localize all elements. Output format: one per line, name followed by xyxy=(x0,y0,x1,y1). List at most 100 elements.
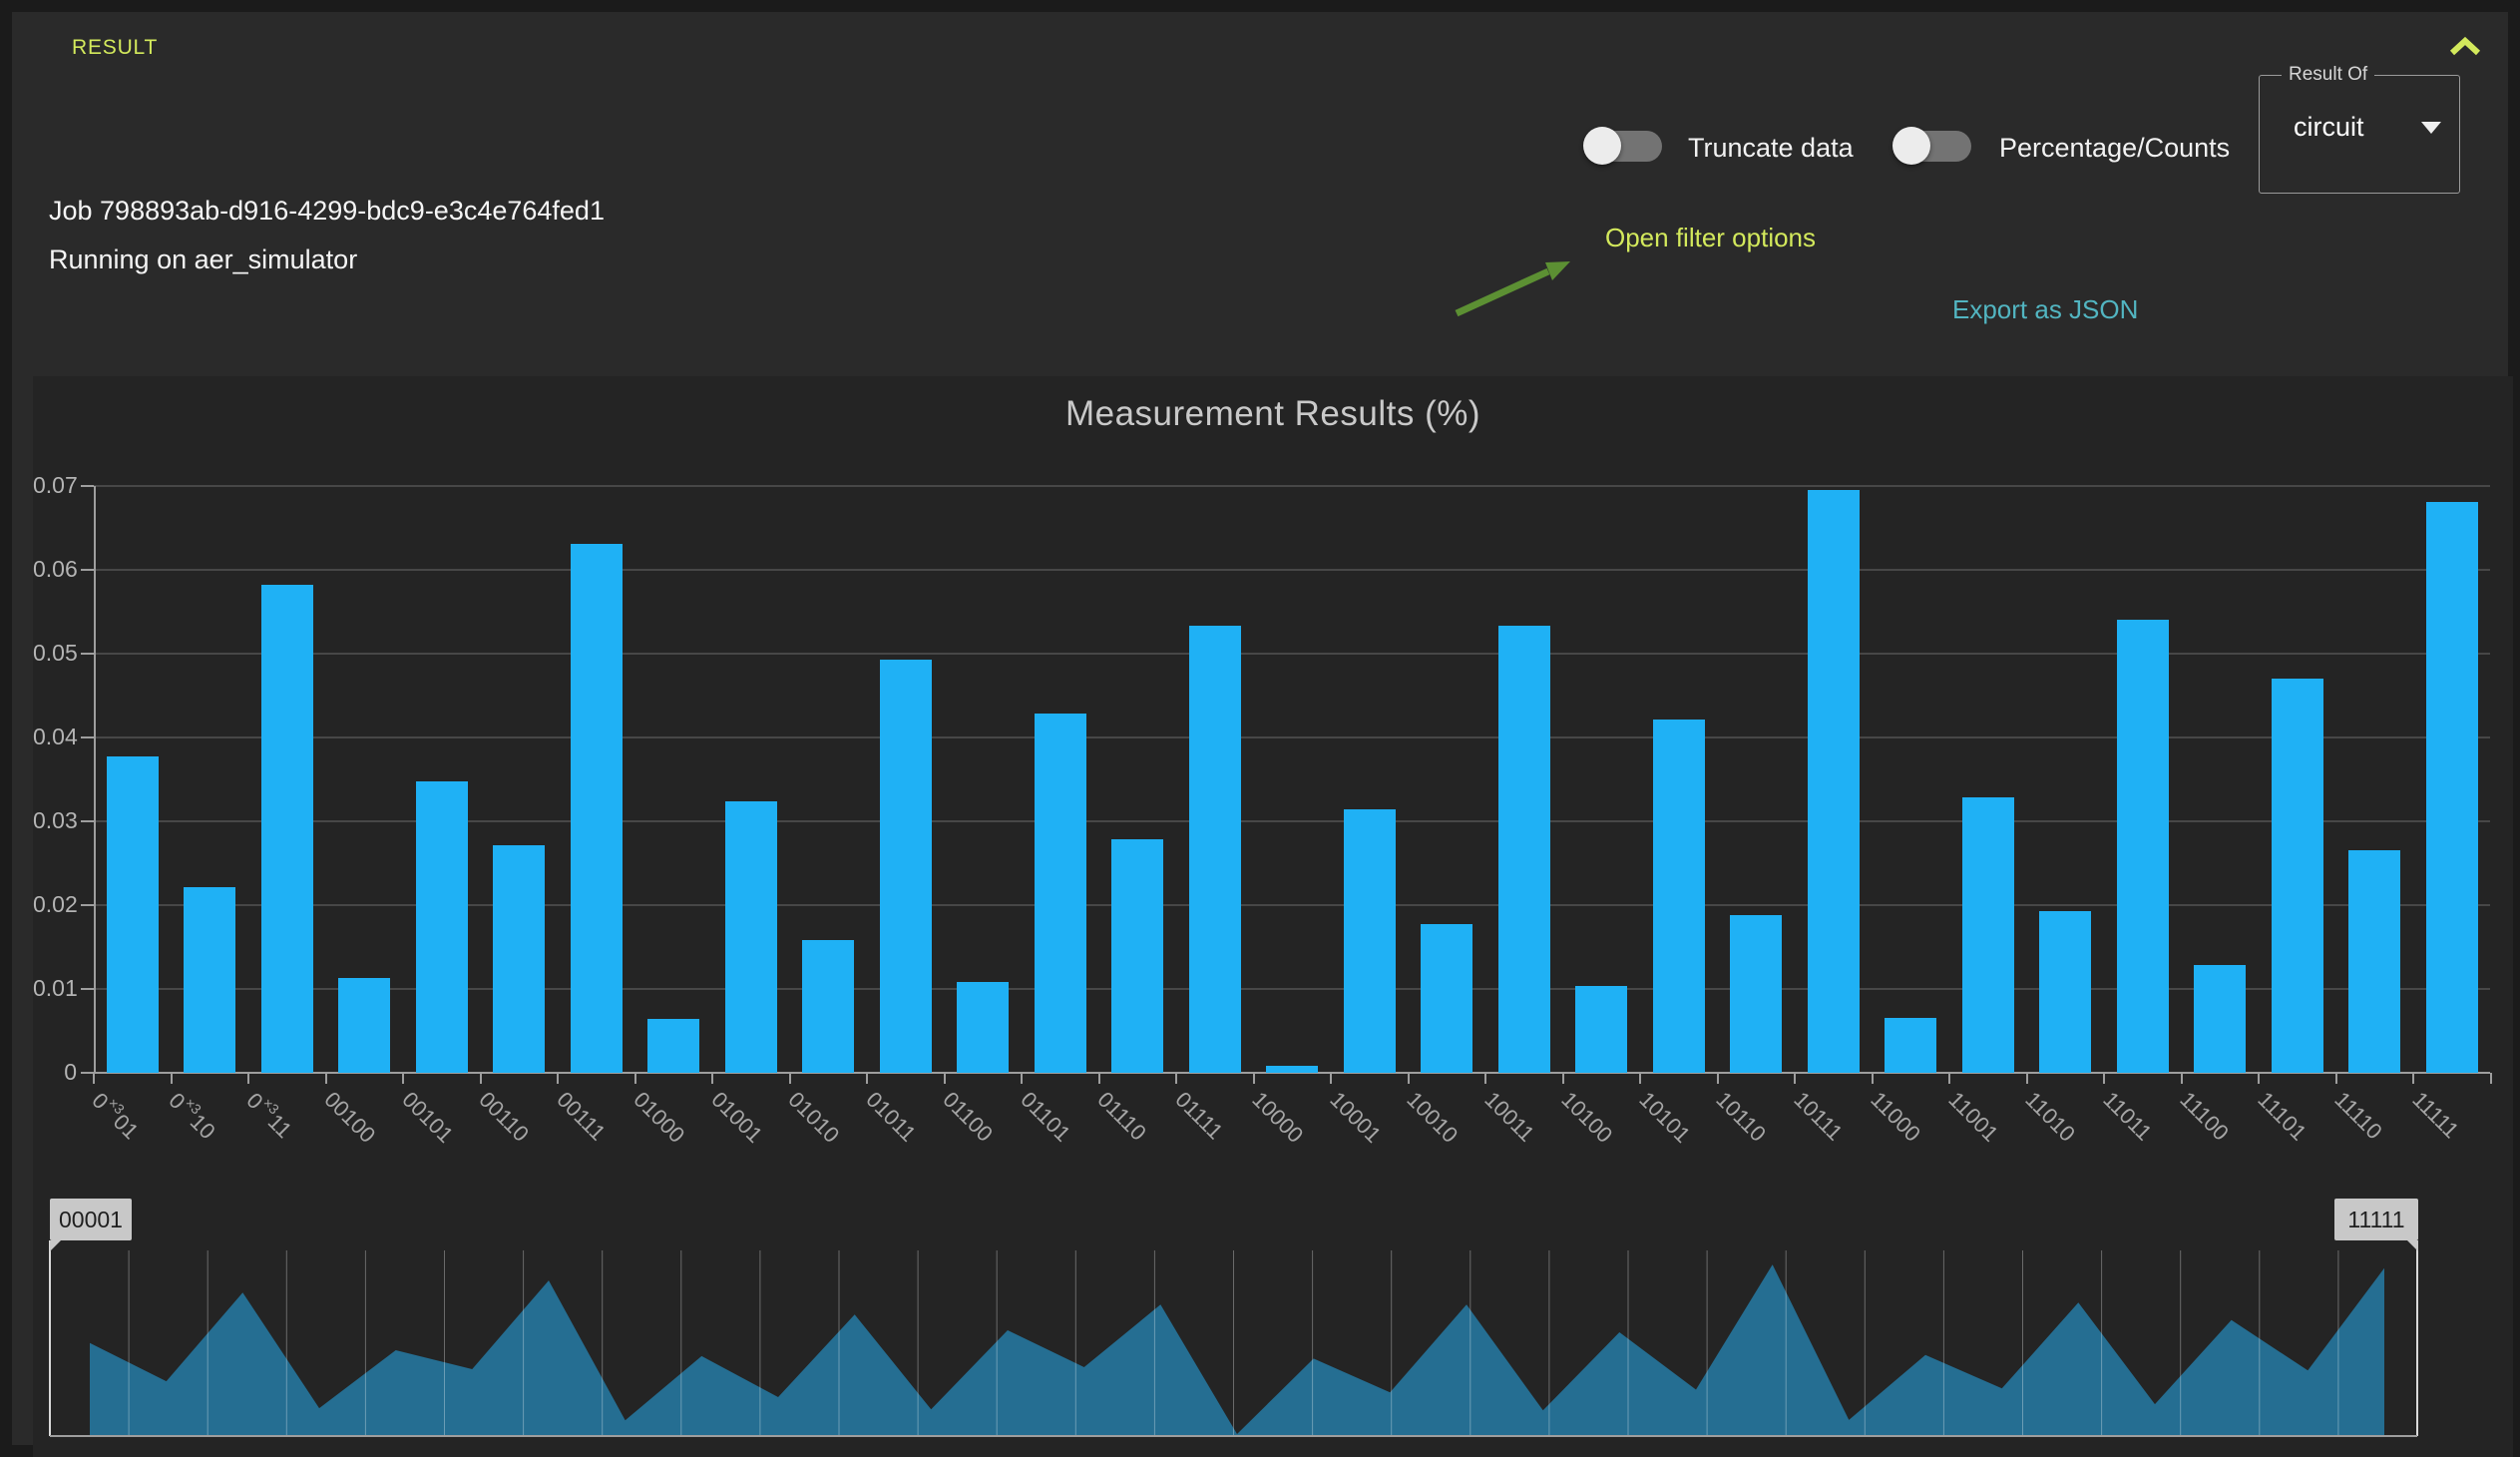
x-axis-label: 11101 xyxy=(2253,1087,2311,1146)
x-tick xyxy=(1948,1073,1950,1084)
y-axis-line xyxy=(94,486,96,1073)
x-axis-label: 01001 xyxy=(706,1087,768,1148)
x-axis-label: 01111 xyxy=(1170,1087,1228,1145)
result-of-legend: Result Of xyxy=(2289,64,2368,85)
x-tick xyxy=(2025,1073,2028,1084)
x-tick xyxy=(1639,1073,1641,1084)
bar-00100[interactable] xyxy=(338,978,390,1073)
x-axis-label: 11001 xyxy=(1943,1087,2004,1147)
x-tick xyxy=(402,1073,404,1084)
bar-10011[interactable] xyxy=(1498,626,1550,1073)
y-tick xyxy=(81,904,94,906)
bar-01111[interactable] xyxy=(1189,626,1241,1073)
bar-01101[interactable] xyxy=(1035,714,1086,1073)
bar-10111[interactable] xyxy=(1808,490,1860,1073)
result-panel: RESULT Truncate data Percentage/Counts R… xyxy=(12,12,2513,1457)
bar-01010[interactable] xyxy=(802,940,854,1073)
x-axis-label: 11110 xyxy=(2329,1087,2387,1145)
x-axis-label: 10101 xyxy=(1634,1087,1696,1148)
bar-11110[interactable] xyxy=(2348,850,2400,1073)
measurement-results-chart: Measurement Results (%) 00001 11111 0 0.0… xyxy=(33,376,2513,1457)
bar-01000[interactable] xyxy=(647,1019,699,1073)
bar-00011[interactable] xyxy=(261,585,313,1073)
x-axis-label: 10110 xyxy=(1711,1087,1772,1147)
x-tick xyxy=(2103,1073,2105,1084)
y-axis-label: 0.07 xyxy=(33,472,78,498)
y-axis-label: 0.05 xyxy=(33,640,78,666)
x-tick xyxy=(1794,1073,1796,1084)
x-tick xyxy=(2412,1073,2414,1084)
bar-10000[interactable] xyxy=(1266,1066,1318,1073)
x-axis-label: 11011 xyxy=(2098,1087,2157,1146)
bar-10001[interactable] xyxy=(1344,809,1396,1073)
bar-10110[interactable] xyxy=(1730,915,1782,1073)
job-id-text: Job 798893ab-d916-4299-bdc9-e3c4e764fed1 xyxy=(49,196,605,226)
bar-11100[interactable] xyxy=(2194,965,2246,1073)
bar-01001[interactable] xyxy=(725,801,777,1073)
bar-01110[interactable] xyxy=(1111,839,1163,1073)
bar-00010[interactable] xyxy=(184,887,235,1073)
chevron-up-icon[interactable] xyxy=(2446,34,2484,60)
x-tick xyxy=(170,1073,173,1084)
x-axis-label: 00111 xyxy=(552,1087,611,1146)
x-axis-label: 01100 xyxy=(938,1087,999,1147)
x-tick xyxy=(479,1073,482,1084)
bar-01100[interactable] xyxy=(957,982,1009,1073)
bar-11001[interactable] xyxy=(1962,797,2014,1073)
bar-11111[interactable] xyxy=(2426,502,2478,1073)
y-gridline xyxy=(94,653,2490,655)
x-axis-label: 01101 xyxy=(1016,1087,1076,1147)
bar-11000[interactable] xyxy=(1885,1018,1936,1073)
dropdown-caret-icon[interactable] xyxy=(2421,121,2441,134)
bar-00001[interactable] xyxy=(107,756,159,1073)
x-tick xyxy=(1871,1073,1874,1084)
x-tick xyxy=(1484,1073,1486,1084)
bar-11101[interactable] xyxy=(2272,679,2323,1073)
y-gridline xyxy=(94,904,2490,906)
toggle-knob[interactable] xyxy=(1892,127,1930,165)
y-tick xyxy=(81,485,94,487)
bar-01011[interactable] xyxy=(880,660,932,1073)
result-of-select[interactable]: Result Of circuit xyxy=(2259,64,2460,194)
y-gridline xyxy=(94,569,2490,571)
bar-00111[interactable] xyxy=(571,544,623,1073)
x-tick xyxy=(633,1073,636,1084)
x-axis-label: 01110 xyxy=(1092,1087,1151,1146)
x-axis-label: 0×310 xyxy=(164,1087,220,1145)
truncate-data-label: Truncate data xyxy=(1688,133,1854,163)
truncate-data-toggle[interactable] xyxy=(1583,127,1662,165)
green-arrow-annotation xyxy=(1455,261,1570,317)
y-axis-label: 0.03 xyxy=(33,807,78,833)
x-tick xyxy=(1252,1073,1255,1084)
export-json-link[interactable]: Export as JSON xyxy=(1952,294,2139,324)
x-axis-line xyxy=(94,1072,2490,1074)
job-backend-text: Running on aer_simulator xyxy=(49,244,358,274)
bar-11011[interactable] xyxy=(2117,620,2169,1073)
toggle-knob[interactable] xyxy=(1583,127,1621,165)
x-axis-label: 11010 xyxy=(2020,1087,2081,1147)
x-axis-label: 11111 xyxy=(2407,1087,2464,1144)
y-axis-label: 0.06 xyxy=(33,556,78,582)
x-tick xyxy=(1407,1073,1410,1084)
bar-10010[interactable] xyxy=(1421,924,1472,1073)
bar-10100[interactable] xyxy=(1575,986,1627,1073)
x-axis-label: 01010 xyxy=(783,1087,845,1148)
x-tick xyxy=(247,1073,249,1084)
x-axis-label: 10111 xyxy=(1789,1087,1848,1146)
navigator-min-badge: 00001 xyxy=(50,1199,132,1251)
navigator-area[interactable] xyxy=(90,1264,2384,1436)
bar-10101[interactable] xyxy=(1653,720,1705,1073)
open-filter-options-link[interactable]: Open filter options xyxy=(1605,223,1817,252)
bar-00101[interactable] xyxy=(416,781,468,1073)
y-gridline xyxy=(94,988,2490,990)
x-tick xyxy=(943,1073,946,1084)
bar-11010[interactable] xyxy=(2039,911,2091,1073)
x-axis-label: 00101 xyxy=(397,1087,459,1148)
bar-00110[interactable] xyxy=(493,845,545,1073)
x-tick xyxy=(1021,1073,1023,1084)
x-axis-label: 10011 xyxy=(1479,1087,1540,1147)
y-tick xyxy=(81,653,94,655)
y-gridline xyxy=(94,485,2490,487)
chart-title: Measurement Results (%) xyxy=(1064,394,1481,433)
percentage-counts-toggle[interactable] xyxy=(1892,127,1971,165)
